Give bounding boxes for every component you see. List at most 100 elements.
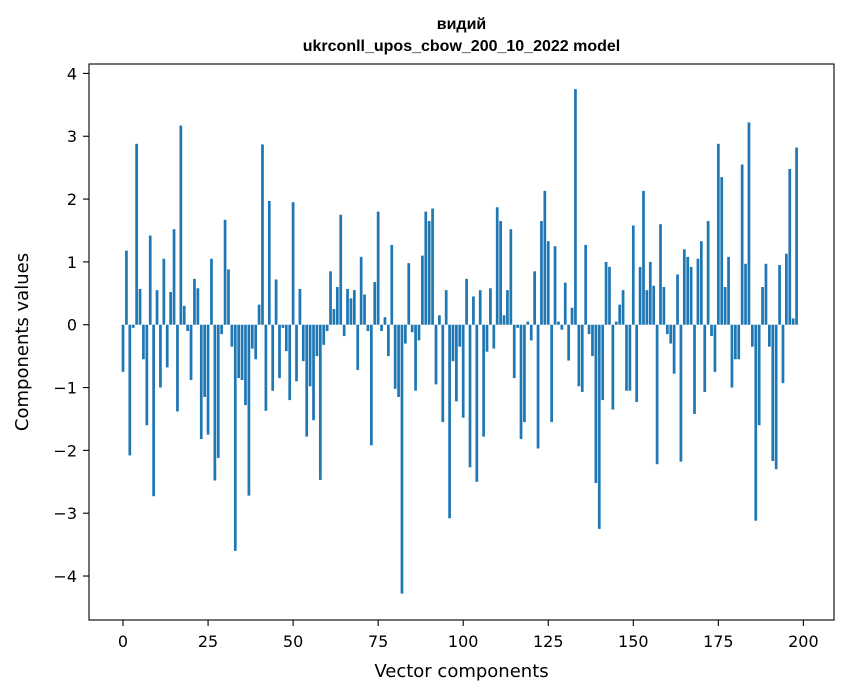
bar-27 <box>213 324 217 481</box>
bar-165 <box>682 249 686 325</box>
bar-146 <box>618 304 622 325</box>
bar-18 <box>182 305 186 325</box>
bar-56 <box>312 324 315 421</box>
bar-41 <box>261 144 264 325</box>
bar-125 <box>546 241 550 325</box>
bar-195 <box>785 253 788 325</box>
bar-74 <box>373 282 377 325</box>
bar-104 <box>475 324 479 482</box>
bar-123 <box>540 221 543 325</box>
y-tick-label: 4 <box>67 64 77 83</box>
bar-52 <box>298 288 302 325</box>
bar-76 <box>380 324 383 331</box>
bar-145 <box>614 321 618 325</box>
bar-133 <box>574 89 577 325</box>
bar-178 <box>727 256 730 325</box>
bar-40 <box>257 304 261 325</box>
bar-90 <box>427 221 431 325</box>
x-axis-label: Vector components <box>374 661 548 682</box>
bar-176 <box>720 177 724 325</box>
bar-150 <box>631 225 635 325</box>
bar-25 <box>206 324 210 435</box>
bar-3 <box>131 324 135 328</box>
bar-96 <box>448 324 451 519</box>
x-tick-label: 125 <box>533 632 564 651</box>
y-tick-label: 3 <box>67 127 77 146</box>
bar-172 <box>706 221 710 325</box>
bar-151 <box>635 324 639 402</box>
bar-13 <box>165 324 169 368</box>
bar-198 <box>795 147 798 325</box>
bar-181 <box>737 324 741 360</box>
y-axis-label: Components values <box>12 253 33 431</box>
bar-5 <box>138 288 142 325</box>
bar-186 <box>754 324 758 521</box>
bar-37 <box>247 324 251 496</box>
bar-33 <box>233 324 237 551</box>
bar-101 <box>465 278 468 325</box>
bar-128 <box>557 321 560 325</box>
bar-49 <box>288 324 292 401</box>
bar-64 <box>339 214 343 325</box>
bar-7 <box>145 324 149 426</box>
bar-45 <box>274 279 278 325</box>
bar-70 <box>359 256 363 325</box>
bar-127 <box>553 246 557 325</box>
bar-130 <box>563 282 567 325</box>
bar-188 <box>761 287 764 325</box>
bar-192 <box>774 324 778 470</box>
bar-0 <box>121 324 125 372</box>
bar-163 <box>676 274 679 325</box>
bar-193 <box>778 265 781 325</box>
bar-20 <box>189 324 193 381</box>
bar-155 <box>648 261 652 325</box>
bar-47 <box>281 324 285 328</box>
bar-35 <box>240 324 244 381</box>
bar-191 <box>771 324 775 462</box>
bar-61 <box>329 271 332 325</box>
bar-2 <box>128 324 132 456</box>
bar-114 <box>509 229 513 325</box>
bar-14 <box>169 292 172 325</box>
bar-111 <box>499 221 502 325</box>
bar-77 <box>383 317 387 325</box>
bar-182 <box>740 164 744 325</box>
bar-11 <box>159 324 162 388</box>
bar-22 <box>196 288 200 325</box>
bar-170 <box>699 241 703 325</box>
bar-51 <box>295 324 298 382</box>
bar-78 <box>387 324 390 357</box>
y-tick-label: −3 <box>53 504 77 523</box>
bar-9 <box>152 324 155 497</box>
bar-167 <box>689 266 693 325</box>
x-tick-label: 75 <box>368 632 388 651</box>
bar-19 <box>186 324 190 331</box>
bar-62 <box>332 309 336 325</box>
bar-134 <box>577 324 581 387</box>
bar-42 <box>264 324 268 411</box>
bar-197 <box>791 318 795 325</box>
bar-93 <box>438 315 441 325</box>
bar-100 <box>461 324 465 418</box>
bar-173 <box>710 324 713 337</box>
bar-43 <box>267 200 271 325</box>
bar-152 <box>638 266 642 325</box>
bar-144 <box>611 324 615 410</box>
bar-171 <box>703 324 707 392</box>
bar-175 <box>716 143 720 325</box>
bar-157 <box>655 324 659 465</box>
bar-124 <box>543 190 547 325</box>
bar-105 <box>478 290 482 325</box>
bar-59 <box>322 324 326 345</box>
bar-116 <box>516 324 519 328</box>
bar-166 <box>686 256 690 325</box>
bar-91 <box>431 208 434 325</box>
bar-12 <box>162 258 166 325</box>
bar-71 <box>363 294 366 325</box>
bar-158 <box>659 224 662 325</box>
bar-88 <box>421 255 424 325</box>
chart-title: видий <box>437 16 487 33</box>
bar-89 <box>424 211 428 325</box>
